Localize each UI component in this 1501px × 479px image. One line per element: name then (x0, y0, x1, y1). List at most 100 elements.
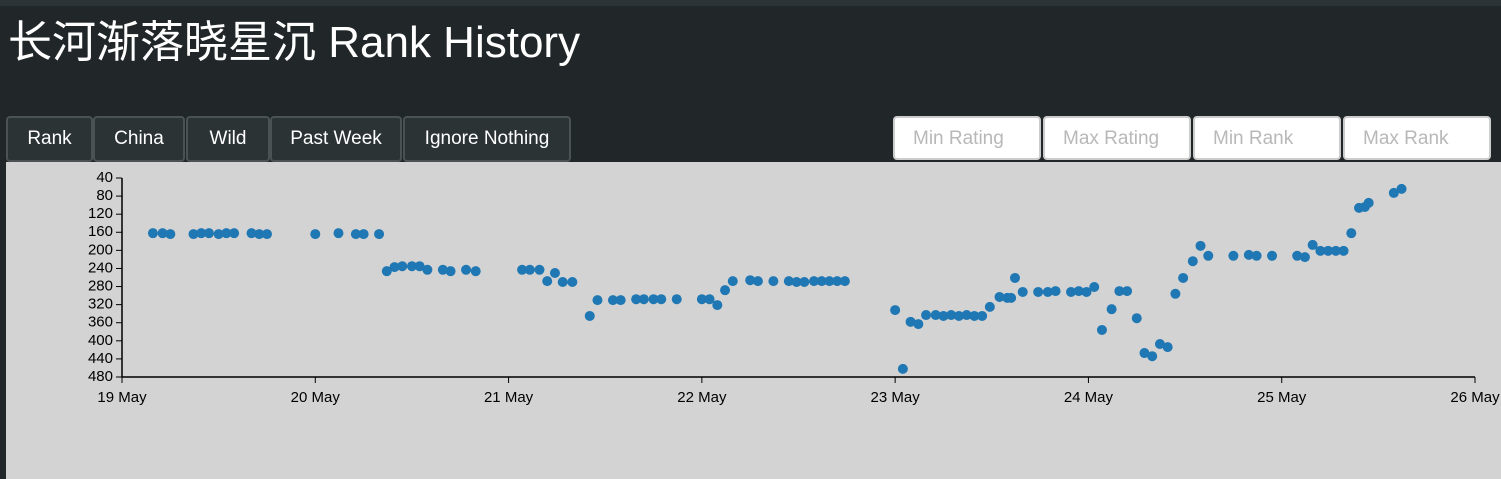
point (938, 310, 949, 321)
wild-button[interactable]: Wild (186, 116, 270, 162)
point (422, 264, 433, 275)
x-tick-label: 23 May (871, 389, 921, 406)
point (745, 275, 756, 286)
point (946, 310, 957, 321)
point (712, 300, 723, 311)
point (1081, 286, 1092, 297)
china-button[interactable]: China (93, 116, 185, 162)
point (350, 229, 361, 240)
point (1346, 228, 1357, 239)
max-rank-input[interactable]: Max Rank (1343, 116, 1491, 160)
point (389, 262, 400, 273)
point (1178, 272, 1189, 283)
point (221, 228, 232, 239)
point (147, 228, 158, 239)
point (229, 228, 240, 239)
point (1195, 240, 1206, 251)
point (1139, 348, 1150, 359)
point (984, 301, 995, 312)
point (1066, 286, 1077, 297)
point (1338, 245, 1349, 256)
point (1106, 304, 1117, 315)
point (727, 276, 738, 287)
max-rating-input[interactable]: Max Rating (1043, 116, 1191, 160)
point (1096, 324, 1107, 335)
point (913, 319, 924, 330)
point (1363, 197, 1374, 208)
point (542, 276, 553, 287)
point (567, 277, 578, 288)
past-week-button[interactable]: Past Week (270, 116, 402, 162)
point (791, 277, 802, 288)
point (157, 228, 168, 239)
point (977, 310, 988, 321)
point (631, 294, 642, 305)
min-rating-input[interactable]: Min Rating (893, 116, 1041, 160)
point (246, 228, 257, 239)
point (196, 228, 207, 239)
point (1006, 292, 1017, 303)
point (1187, 256, 1198, 267)
point (1033, 286, 1044, 297)
rank-button[interactable]: Rank (6, 116, 93, 162)
y-tick-label: 160 (88, 223, 113, 240)
y-tick-label: 40 (96, 169, 113, 186)
point (1396, 183, 1407, 194)
point (768, 276, 779, 287)
point (1330, 245, 1341, 256)
point (890, 305, 901, 316)
point (1203, 250, 1214, 261)
point (358, 229, 369, 240)
point (921, 310, 932, 321)
point (783, 276, 794, 287)
y-tick-label: 120 (88, 205, 113, 222)
point (165, 229, 176, 240)
point (1154, 338, 1165, 349)
point (930, 310, 941, 321)
point (517, 264, 528, 275)
point (261, 229, 272, 240)
point (897, 363, 908, 374)
point (1131, 313, 1142, 324)
point (374, 229, 385, 240)
point (1009, 272, 1020, 283)
min-rank-input[interactable]: Min Rank (1193, 116, 1341, 160)
point (414, 261, 425, 272)
point (615, 295, 626, 306)
point (188, 229, 199, 240)
point (969, 310, 980, 321)
point (656, 294, 667, 305)
point (381, 266, 392, 277)
x-tick-label: 25 May (1257, 389, 1307, 406)
point (203, 228, 214, 239)
ignore-button[interactable]: Ignore Nothing (403, 116, 571, 162)
point (557, 277, 568, 288)
x-tick-label: 20 May (291, 389, 341, 406)
point (592, 295, 603, 306)
point (607, 295, 618, 306)
point (1114, 286, 1125, 297)
y-tick-label: 80 (96, 187, 113, 204)
point (1147, 351, 1158, 362)
point (1042, 286, 1053, 297)
point (720, 285, 731, 296)
y-tick-label: 200 (88, 241, 113, 258)
point (397, 261, 408, 272)
point (1267, 250, 1278, 261)
y-tick-label: 240 (88, 259, 113, 276)
y-tick-label: 480 (88, 368, 113, 385)
point (310, 229, 321, 240)
point (799, 277, 810, 288)
x-tick-label: 26 May (1450, 389, 1500, 406)
x-tick-label: 21 May (484, 389, 534, 406)
point (905, 316, 916, 327)
point (549, 267, 560, 278)
point (808, 276, 819, 287)
point (638, 294, 649, 305)
point (1307, 239, 1318, 250)
point (1315, 245, 1326, 256)
point (1073, 286, 1084, 297)
point (1292, 250, 1303, 261)
point (584, 310, 595, 321)
